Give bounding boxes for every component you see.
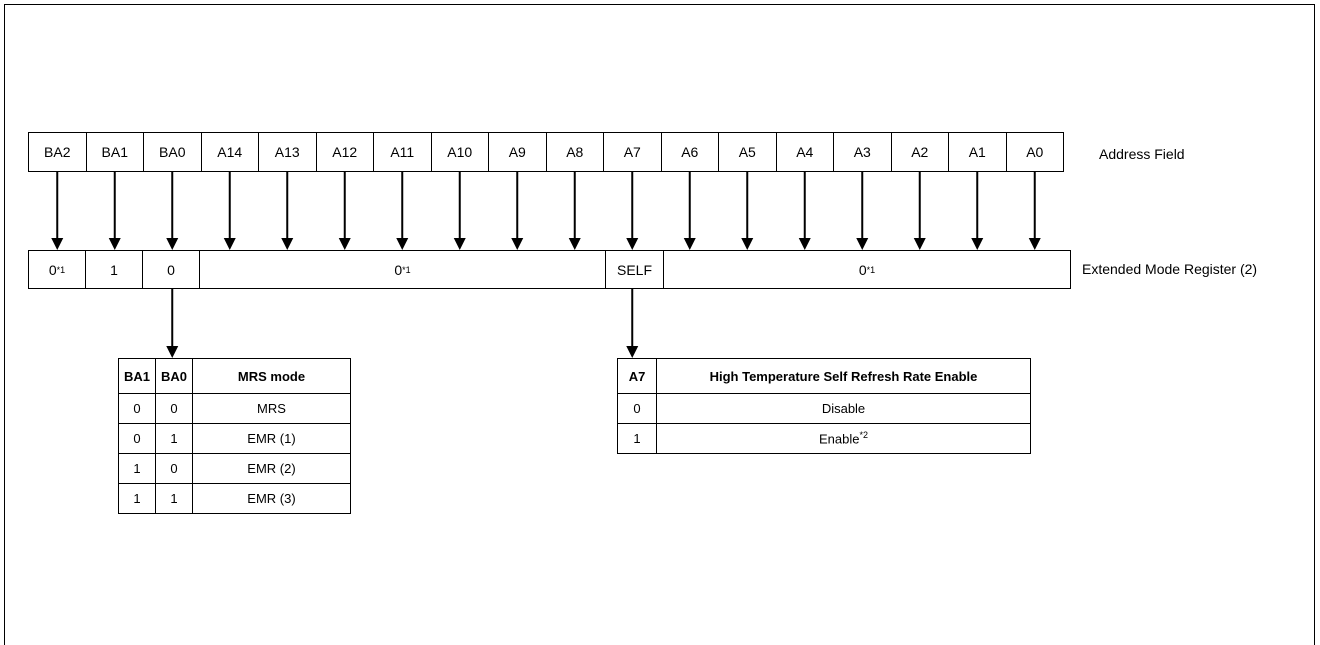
address-bit-a3: A3 <box>833 132 892 172</box>
table-cell: 1 <box>155 483 193 514</box>
table-cell: EMR (1) <box>192 423 351 454</box>
address-bit-a8: A8 <box>545 132 604 172</box>
arrow-a0 <box>1028 172 1041 250</box>
table-row: 1 Enable*2 <box>617 423 1031 454</box>
a7-self-refresh-table: A7 High Temperature Self Refresh Rate En… <box>617 358 1031 454</box>
arrow-ba0-to-mrs-table <box>166 289 179 358</box>
table-cell: MRS <box>192 393 351 424</box>
address-bit-a9: A9 <box>488 132 547 172</box>
address-bit-ba1: BA1 <box>85 132 144 172</box>
register-field-ba2: 0 *1 <box>28 250 86 289</box>
arrow-ba2 <box>51 172 64 250</box>
register-field-a14-a8: 0 *1 <box>199 250 606 289</box>
table-cell: 0 <box>118 393 156 424</box>
table-cell: 0 <box>617 393 657 424</box>
table-cell: 0 <box>155 453 193 484</box>
diagram-frame <box>4 4 1315 645</box>
address-bit-a6: A6 <box>660 132 719 172</box>
address-bit-a14: A14 <box>200 132 259 172</box>
arrow-ba1 <box>108 172 121 250</box>
register-field-a7-self: SELF <box>605 250 664 289</box>
arrow-a8 <box>568 172 581 250</box>
register-field-a6-a0: 0 *1 <box>663 250 1071 289</box>
table-cell: Enable*2 <box>656 423 1031 454</box>
arrow-a11 <box>396 172 409 250</box>
arrow-a4 <box>798 172 811 250</box>
table-cell: 1 <box>617 423 657 454</box>
table-row: 1 0 EMR (2) <box>118 453 351 484</box>
table-header: High Temperature Self Refresh Rate Enabl… <box>656 358 1031 394</box>
address-bit-a11: A11 <box>373 132 432 172</box>
table-row: 0 0 MRS <box>118 393 351 424</box>
table-cell: 0 <box>155 393 193 424</box>
table-header: MRS mode <box>192 358 351 394</box>
address-bit-a12: A12 <box>315 132 374 172</box>
address-bit-a0: A0 <box>1005 132 1064 172</box>
address-bit-a10: A10 <box>430 132 489 172</box>
table-row: 0 1 EMR (1) <box>118 423 351 454</box>
address-bit-a4: A4 <box>775 132 834 172</box>
table-cell: 1 <box>118 453 156 484</box>
address-bit-a5: A5 <box>718 132 777 172</box>
table-header: BA1 <box>118 358 156 394</box>
address-field-label: Address Field <box>1099 146 1185 162</box>
address-bit-a7: A7 <box>603 132 662 172</box>
arrow-a7 <box>626 172 639 250</box>
register-field-ba1: 1 <box>85 250 143 289</box>
arrow-ba0 <box>166 172 179 250</box>
table-header-row: A7 High Temperature Self Refresh Rate En… <box>617 358 1031 394</box>
table-cell: EMR (3) <box>192 483 351 514</box>
arrow-a5 <box>741 172 754 250</box>
table-cell: 0 <box>118 423 156 454</box>
arrow-a12 <box>338 172 351 250</box>
arrow-a10 <box>453 172 466 250</box>
table-header-row: BA1 BA0 MRS mode <box>118 358 351 394</box>
arrow-self-to-a7-table <box>626 289 639 358</box>
table-header: A7 <box>617 358 657 394</box>
register-label: Extended Mode Register (2) <box>1082 261 1258 277</box>
arrow-a9 <box>511 172 524 250</box>
arrow-a2 <box>913 172 926 250</box>
arrow-a3 <box>856 172 869 250</box>
table-cell: Disable <box>656 393 1031 424</box>
address-bit-a13: A13 <box>258 132 317 172</box>
arrow-a14 <box>223 172 236 250</box>
table-cell: 1 <box>118 483 156 514</box>
table-row: 0 Disable <box>617 393 1031 424</box>
arrow-a13 <box>281 172 294 250</box>
table-header: BA0 <box>155 358 193 394</box>
arrow-a1 <box>971 172 984 250</box>
address-bit-a2: A2 <box>890 132 949 172</box>
table-cell: EMR (2) <box>192 453 351 484</box>
mrs-mode-table: BA1 BA0 MRS mode 0 0 MRS 0 1 EMR (1) 1 0… <box>118 358 351 514</box>
table-cell: 1 <box>155 423 193 454</box>
table-row: 1 1 EMR (3) <box>118 483 351 514</box>
register-field-ba0: 0 <box>142 250 200 289</box>
arrow-a6 <box>683 172 696 250</box>
